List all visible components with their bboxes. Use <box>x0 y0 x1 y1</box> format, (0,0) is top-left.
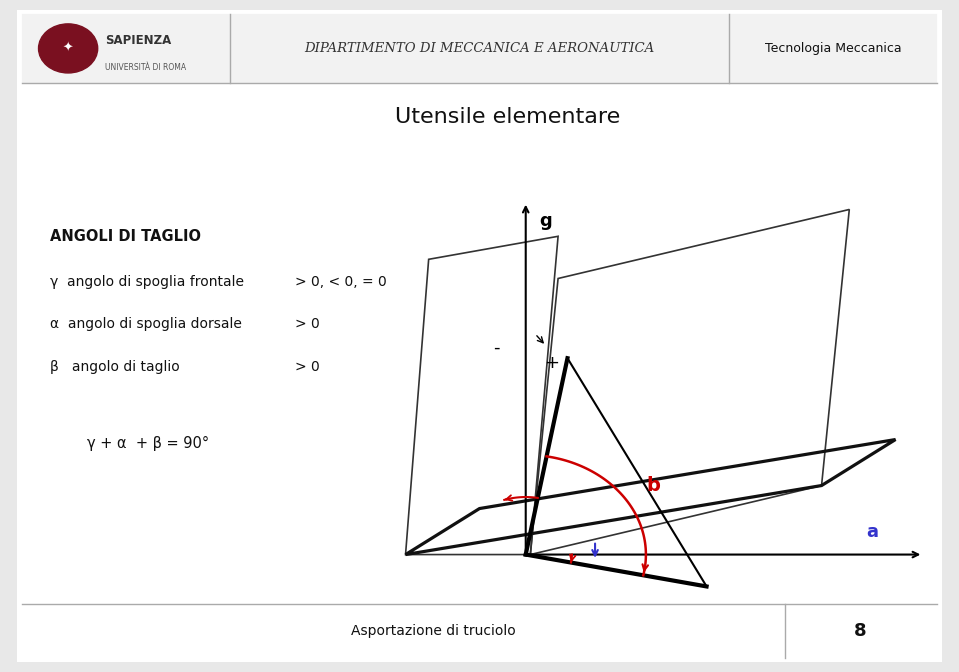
Circle shape <box>38 24 98 73</box>
Text: ANGOLI DI TAGLIO: ANGOLI DI TAGLIO <box>50 228 200 244</box>
Text: Utensile elementare: Utensile elementare <box>394 108 620 128</box>
Text: α  angolo di spoglia dorsale: α angolo di spoglia dorsale <box>50 317 242 331</box>
FancyBboxPatch shape <box>22 14 937 83</box>
Text: a: a <box>866 523 878 541</box>
Text: -: - <box>493 339 500 357</box>
Text: > 0: > 0 <box>294 317 319 331</box>
Text: g: g <box>540 212 552 230</box>
Text: Asportazione di truciolo: Asportazione di truciolo <box>351 624 516 638</box>
Text: > 0, < 0, = 0: > 0, < 0, = 0 <box>294 276 386 290</box>
Text: ✦: ✦ <box>63 42 73 55</box>
Text: b: b <box>646 476 660 495</box>
Text: DIPARTIMENTO DI MECCANICA E AERONAUTICA: DIPARTIMENTO DI MECCANICA E AERONAUTICA <box>304 42 655 55</box>
Text: SAPIENZA: SAPIENZA <box>105 34 172 47</box>
Text: Tecnologia Meccanica: Tecnologia Meccanica <box>765 42 901 55</box>
Text: +: + <box>544 354 559 372</box>
Text: γ  angolo di spoglia frontale: γ angolo di spoglia frontale <box>50 276 244 290</box>
Text: UNIVERSITÀ DI ROMA: UNIVERSITÀ DI ROMA <box>105 63 186 72</box>
Text: γ + α  + β = 90°: γ + α + β = 90° <box>86 436 209 451</box>
FancyBboxPatch shape <box>8 3 951 669</box>
Text: 8: 8 <box>854 622 867 640</box>
Text: > 0: > 0 <box>294 360 319 374</box>
Text: β   angolo di taglio: β angolo di taglio <box>50 360 179 374</box>
